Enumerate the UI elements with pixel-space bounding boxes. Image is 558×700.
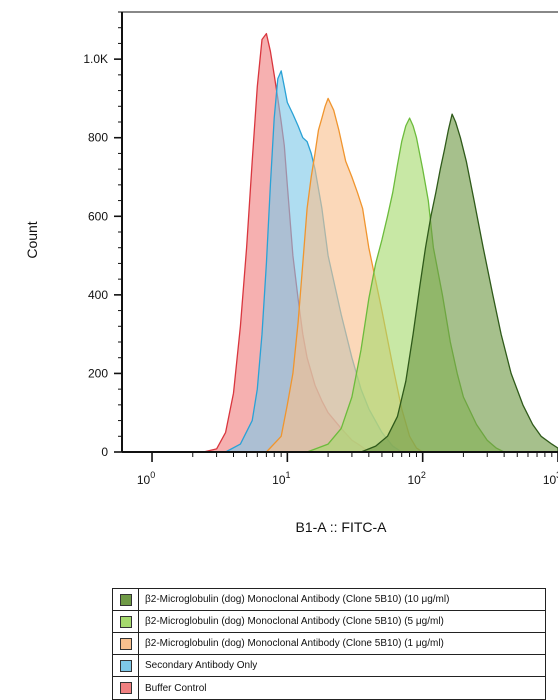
legend: β2-Microglobulin (dog) Monoclonal Antibo… — [112, 588, 546, 700]
y-tick-label: 400 — [88, 288, 108, 302]
y-tick-label: 800 — [88, 131, 108, 145]
legend-label: β2-Microglobulin (dog) Monoclonal Antibo… — [139, 638, 444, 649]
legend-item: β2-Microglobulin (dog) Monoclonal Antibo… — [113, 633, 545, 655]
x-axis-title: B1-A :: FITC-A — [295, 519, 387, 535]
x-tick-label: 102 — [407, 470, 425, 487]
legend-swatch — [120, 660, 132, 672]
legend-swatch — [120, 638, 132, 650]
histogram-chart: 0 200 400 600 800 1.0K 100 101 102 103 Count B1-A… — [0, 0, 558, 540]
legend-swatch-cell — [113, 589, 139, 610]
legend-swatch-cell — [113, 633, 139, 654]
legend-label: Secondary Antibody Only — [139, 660, 257, 671]
legend-label: β2-Microglobulin (dog) Monoclonal Antibo… — [139, 616, 444, 627]
legend-swatch — [120, 594, 132, 606]
x-tick-label: 101 — [272, 470, 290, 487]
y-tick-label: 1.0K — [83, 52, 108, 66]
legend-swatch — [120, 682, 132, 694]
y-tick-label: 600 — [88, 209, 108, 223]
legend-item: Buffer Control — [113, 677, 545, 699]
legend-item: β2-Microglobulin (dog) Monoclonal Antibo… — [113, 611, 545, 633]
legend-item: Secondary Antibody Only — [113, 655, 545, 677]
y-tick-label: 200 — [88, 366, 108, 380]
legend-swatch-cell — [113, 611, 139, 632]
legend-label: β2-Microglobulin (dog) Monoclonal Antibo… — [139, 594, 449, 605]
legend-swatch-cell — [113, 655, 139, 676]
legend-label: Buffer Control — [139, 683, 207, 694]
series-layer — [204, 34, 558, 452]
x-tick-label: 103 — [543, 470, 558, 487]
y-tick-label: 0 — [101, 445, 108, 459]
y-axis-title: Count — [24, 221, 40, 258]
x-tick-label: 100 — [137, 470, 155, 487]
legend-swatch-cell — [113, 677, 139, 699]
legend-swatch — [120, 616, 132, 628]
legend-item: β2-Microglobulin (dog) Monoclonal Antibo… — [113, 589, 545, 611]
